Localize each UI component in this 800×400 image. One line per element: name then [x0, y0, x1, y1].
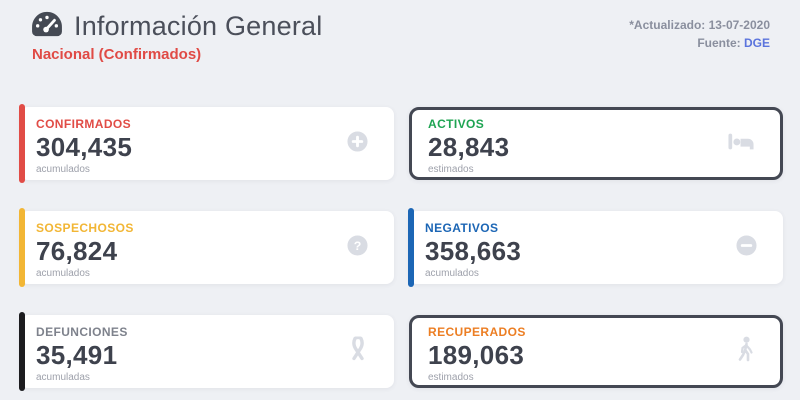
card-sublabel: estimados [428, 372, 474, 383]
card-value: 35,491 [36, 340, 118, 370]
question-circle-icon: ? [347, 234, 368, 261]
walking-icon [737, 336, 754, 367]
source-link[interactable]: DGE [743, 36, 770, 50]
source-line: Fuente: DGE [629, 36, 770, 50]
page-subtitle: Nacional (Confirmados) [32, 46, 202, 63]
card-label: ACTIVOS [428, 117, 485, 131]
card-sublabel: acumulados [36, 268, 90, 279]
svg-text:?: ? [354, 238, 362, 252]
stats-grid: CONFIRMADOS 304,435 acumulados ACTIVOS 2… [0, 104, 800, 391]
card-label: NEGATIVOS [425, 221, 499, 235]
card-confirmados[interactable]: CONFIRMADOS 304,435 acumulados [19, 104, 394, 183]
accent-bar [408, 208, 414, 287]
minus-circle-icon [736, 234, 757, 261]
updated-timestamp: *Actualizado: 13-07-2020 [629, 18, 770, 32]
card-sublabel: acumulados [425, 268, 479, 279]
card-label: CONFIRMADOS [36, 117, 132, 131]
card-label: SOSPECHOSOS [36, 221, 134, 235]
card-sospechosos[interactable]: SOSPECHOSOS 76,824 acumulados ? [19, 208, 394, 287]
card-label: RECUPERADOS [428, 325, 526, 339]
card-recuperados[interactable]: RECUPERADOS 189,063 estimados [409, 315, 783, 388]
card-defunciones[interactable]: DEFUNCIONES 35,491 acumuladas [19, 312, 394, 391]
accent-bar [19, 208, 25, 287]
source-label: Fuente: [697, 36, 744, 50]
card-value: 76,824 [36, 236, 118, 266]
card-value: 28,843 [428, 132, 510, 162]
bed-icon [728, 131, 754, 156]
plus-circle-icon [347, 130, 368, 157]
accent-bar [19, 104, 25, 183]
card-value: 304,435 [36, 132, 133, 162]
accent-bar [19, 312, 25, 391]
page-header: Información General Nacional (Confirmado… [0, 0, 800, 63]
gauge-icon [30, 10, 64, 43]
card-negativos[interactable]: NEGATIVOS 358,663 acumulados [408, 208, 783, 287]
card-sublabel: acumulados [36, 164, 90, 175]
ribbon-icon [348, 335, 368, 367]
page-title: Información General [74, 11, 323, 41]
card-label: DEFUNCIONES [36, 325, 128, 339]
card-value: 189,063 [428, 340, 525, 370]
card-sublabel: acumuladas [36, 372, 90, 383]
card-activos[interactable]: ACTIVOS 28,843 estimados [409, 107, 783, 180]
card-sublabel: estimados [428, 164, 474, 175]
card-value: 358,663 [425, 236, 522, 266]
